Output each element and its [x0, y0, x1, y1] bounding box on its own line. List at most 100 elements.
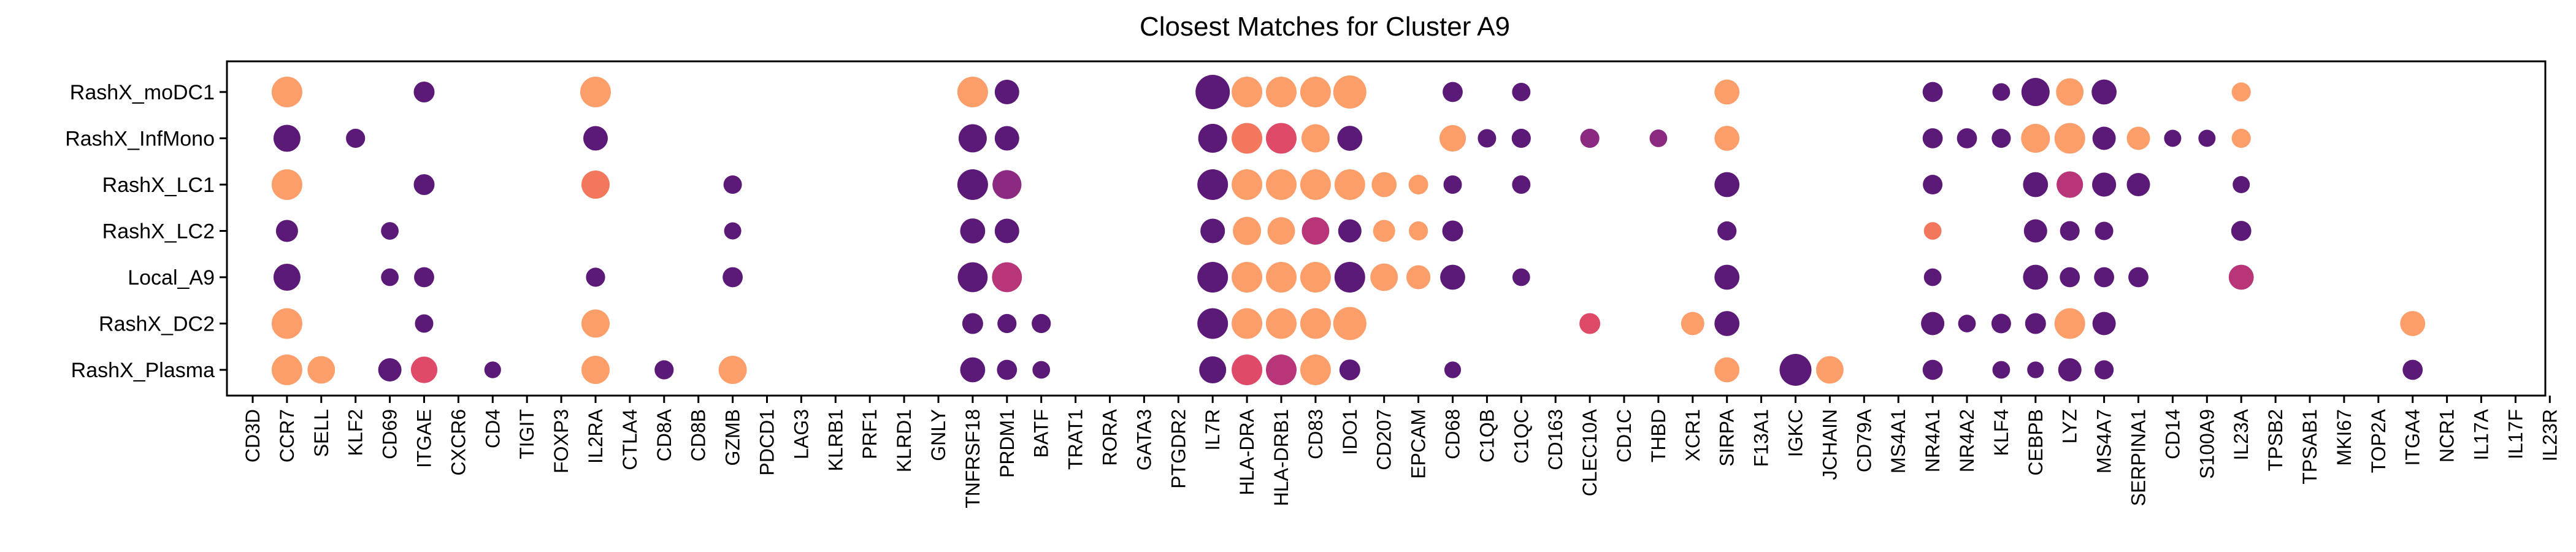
- dot-RashX_Plasma-ITGA4: [2402, 359, 2423, 380]
- dot-RashX_LC2-CD69: [381, 222, 399, 240]
- dot-RashX_Plasma-NR4A1: [1922, 359, 1943, 380]
- dot-Local_A9-CEBPB: [2023, 264, 2049, 290]
- dot-RashX_Plasma-CD69: [378, 358, 402, 381]
- dot-RashX_DC2-BATF: [1032, 313, 1051, 334]
- dot-RashX_DC2-PRDM1: [997, 313, 1017, 334]
- dot-RashX_LC2-HLA-DRA: [1233, 217, 1262, 245]
- dot-RashX_LC1-CEBPB: [2023, 172, 2049, 197]
- dot-RashX_InfMono-IL7R: [1198, 123, 1227, 153]
- x-tick-label: C1QC: [1510, 409, 1532, 464]
- dot-Local_A9-IL23A: [2228, 264, 2254, 290]
- x-tick-label: IL7R: [1202, 409, 1224, 451]
- x-tick-label: PRF1: [859, 409, 881, 459]
- x-tick-label: EPCAM: [1408, 409, 1430, 479]
- x-tick-label: CD79A: [1853, 408, 1875, 472]
- y-tick-label: Local_A9: [128, 266, 215, 289]
- dot-RashX_DC2-MS4A7: [2092, 312, 2116, 335]
- dot-RashX_Plasma-GZMB: [718, 356, 747, 384]
- dot-RashX_DC2-IL7R: [1197, 308, 1229, 339]
- dot-RashX_LC2-CCR7: [275, 220, 298, 242]
- plot-frame: [226, 60, 2547, 397]
- dot-RashX_InfMono-KLF4: [1991, 128, 2011, 148]
- dot-RashX_InfMono-HLA-DRB1: [1266, 123, 1297, 154]
- dot-RashX_InfMono-NR4A2: [1957, 128, 1977, 148]
- dot-RashX_LC1-EPCAM: [1408, 175, 1428, 194]
- dot-RashX_Plasma-IDO1: [1339, 359, 1360, 380]
- dot-RashX_LC2-CD207: [1373, 220, 1395, 242]
- dot-RashX_Plasma-IGKC: [1779, 354, 1812, 386]
- dot-RashX_LC1-CCR7: [271, 169, 302, 200]
- x-tick-label: KLRD1: [893, 409, 915, 472]
- dot-RashX_moDC1-IDO1: [1333, 75, 1367, 109]
- dot-Local_A9-CD83: [1300, 262, 1331, 293]
- dot-RashX_LC2-CD68: [1442, 220, 1463, 242]
- dot-RashX_LC2-SIRPA: [1717, 221, 1737, 241]
- x-tick-label: GNLY: [927, 409, 949, 461]
- dot-RashX_LC1-SIRPA: [1714, 172, 1740, 197]
- dot-RashX_Plasma-CD68: [1444, 361, 1462, 378]
- dot-Local_A9-SERPINA1: [2128, 267, 2149, 288]
- dot-RashX_LC1-IDO1: [1334, 169, 1365, 200]
- dot-RashX_InfMono-MS4A7: [2092, 126, 2116, 150]
- x-tick-label: NCR1: [2436, 409, 2458, 462]
- dot-RashX_LC1-C1QC: [1512, 175, 1531, 194]
- dot-RashX_LC2-GZMB: [724, 222, 742, 240]
- x-tick-label: CD8A: [653, 408, 675, 461]
- dot-RashX_moDC1-TNFRSF18: [957, 77, 988, 107]
- dot-RashX_moDC1-HLA-DRB1: [1266, 77, 1297, 107]
- x-tick-label: THBD: [1647, 409, 1669, 462]
- x-tick-label: TRAT1: [1065, 409, 1087, 470]
- dot-RashX_Plasma-LYZ: [2058, 358, 2082, 381]
- dot-RashX_DC2-ITGA4: [2400, 311, 2426, 336]
- dot-RashX_LC2-LYZ: [2060, 221, 2080, 241]
- dot-RashX_LC2-CD83: [1301, 217, 1330, 245]
- dot-RashX_LC2-EPCAM: [1409, 221, 1428, 241]
- dot-RashX_LC1-SERPINA1: [2126, 173, 2150, 196]
- x-tick-label: CXCR6: [447, 409, 469, 475]
- dot-RashX_Plasma-KLF4: [1992, 361, 2011, 379]
- dot-RashX_InfMono-C1QB: [1478, 129, 1497, 148]
- dot-RashX_InfMono-SIRPA: [1714, 126, 1740, 151]
- dot-RashX_LC2-HLA-DRB1: [1267, 217, 1295, 245]
- x-tick-label: CD69: [379, 409, 401, 459]
- dot-RashX_InfMono-TNFRSF18: [958, 124, 987, 153]
- y-tick-label: RashX_Plasma: [71, 359, 215, 382]
- dot-RashX_DC2-ITGAE: [415, 314, 434, 333]
- x-tick-label: MS4A1: [1887, 409, 1909, 473]
- x-tick-label: IL17A: [2471, 408, 2493, 460]
- x-tick-label: CD1C: [1613, 409, 1635, 462]
- dot-RashX_InfMono-CLEC10A: [1580, 128, 1600, 148]
- x-tick-label: NR4A2: [1956, 409, 1978, 472]
- x-tick-label: IL17F: [2504, 409, 2526, 459]
- x-tick-label: PTGDR2: [1167, 409, 1189, 489]
- dot-RashX_DC2-CCR7: [271, 308, 302, 339]
- dot-RashX_Plasma-IL7R: [1199, 356, 1227, 383]
- dot-RashX_moDC1-CCR7: [271, 77, 302, 107]
- x-tick-label: RORA: [1099, 408, 1121, 466]
- dot-RashX_LC1-ITGAE: [413, 174, 435, 195]
- y-tick-label: RashX_InfMono: [65, 128, 215, 151]
- dot-RashX_Plasma-IL2RA: [581, 356, 610, 384]
- dot-RashX_LC2-IDO1: [1338, 219, 1362, 243]
- dot-Local_A9-CCR7: [273, 264, 301, 291]
- dot-RashX_LC1-CD68: [1443, 175, 1462, 194]
- x-tick-label: CD8B: [688, 409, 710, 461]
- x-tick-label: IL23R: [2539, 409, 2561, 461]
- dot-RashX_Plasma-BATF: [1032, 361, 1051, 379]
- dot-RashX_InfMono-CD83: [1301, 124, 1330, 153]
- dot-RashX_DC2-KLF4: [1991, 313, 2011, 334]
- x-tick-label: LYZ: [2059, 409, 2081, 443]
- dot-Local_A9-IDO1: [1334, 262, 1365, 293]
- dot-RashX_LC2-CEBPB: [2023, 219, 2047, 243]
- x-tick-label: IL23A: [2230, 408, 2252, 460]
- dot-Local_A9-GZMB: [723, 267, 743, 288]
- dot-RashX_Plasma-MS4A7: [2095, 360, 2114, 380]
- dot-RashX_InfMono-IDO1: [1337, 126, 1363, 151]
- x-tick-label: XCR1: [1682, 409, 1704, 461]
- dot-RashX_Plasma-CEBPB: [2027, 361, 2044, 378]
- dot-RashX_LC2-IL23A: [2231, 221, 2252, 241]
- x-tick-label: HLA-DRA: [1236, 408, 1258, 495]
- dot-RashX_moDC1-NR4A1: [1922, 82, 1943, 102]
- x-tick-label: CD68: [1442, 409, 1464, 459]
- x-tick-label: MKI67: [2333, 409, 2355, 466]
